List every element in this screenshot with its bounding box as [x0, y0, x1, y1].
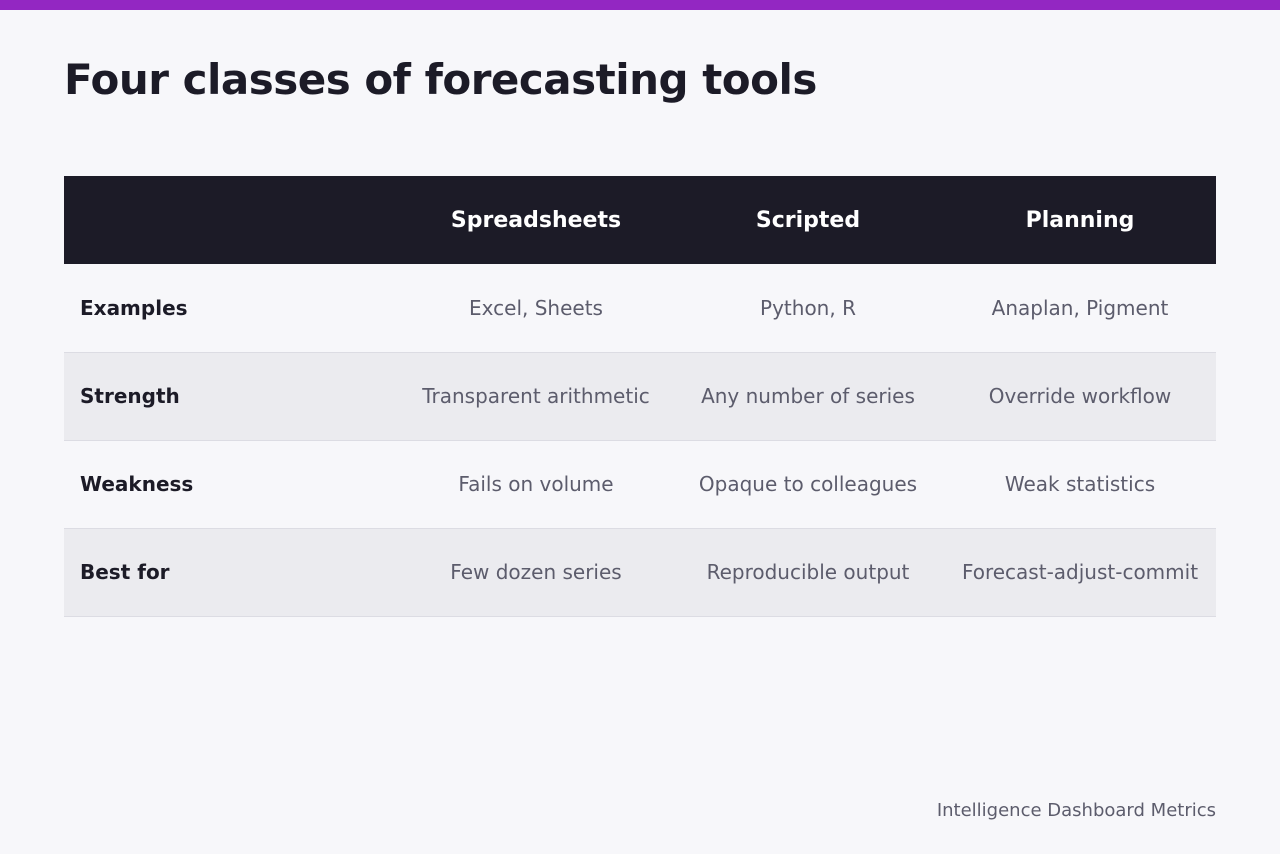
header-cell-empty: [64, 176, 400, 264]
table-cell: Reproducible output: [706, 560, 910, 584]
row-label: Strength: [80, 384, 180, 408]
table-cell: Weak statistics: [1004, 472, 1156, 496]
row-label: Weakness: [80, 472, 194, 496]
table-cell: Forecast-adjust-commit: [961, 560, 1199, 584]
table-cell: Override workflow: [988, 384, 1172, 408]
table-cell: Any number of series: [701, 384, 915, 408]
table-header-row: Spreadsheets Scripted Planning: [64, 176, 1216, 264]
table-cell: Python, R: [760, 295, 856, 320]
row-label: Best for: [80, 560, 170, 584]
table-row: Weakness Fails on volume Opaque to colle…: [64, 440, 1216, 528]
header-cell-planning: Planning: [1025, 207, 1135, 233]
table-cell: Excel, Sheets: [469, 295, 603, 320]
row-label: Examples: [80, 295, 188, 320]
comparison-table: Spreadsheets Scripted Planning Examples …: [64, 176, 1216, 617]
table-cell: Few dozen series: [450, 560, 622, 584]
footer-source: Intelligence Dashboard Metrics: [936, 800, 1216, 821]
table-row: Best for Few dozen series Reproducible o…: [64, 528, 1216, 616]
table-cell: Anaplan, Pigment: [991, 295, 1169, 320]
header-cell-scripted: Scripted: [755, 207, 861, 233]
table-row: Strength Transparent arithmetic Any numb…: [64, 352, 1216, 440]
header-cell-spreadsheets: Spreadsheets: [450, 207, 622, 233]
table-cell: Fails on volume: [458, 472, 614, 496]
table-cell: Transparent arithmetic: [422, 384, 650, 408]
page-title: Four classes of forecasting tools: [64, 55, 817, 104]
top-accent-bar: [0, 0, 1280, 10]
table-cell: Opaque to colleagues: [698, 472, 918, 496]
table-row: Examples Excel, Sheets Python, R Anaplan…: [64, 264, 1216, 352]
